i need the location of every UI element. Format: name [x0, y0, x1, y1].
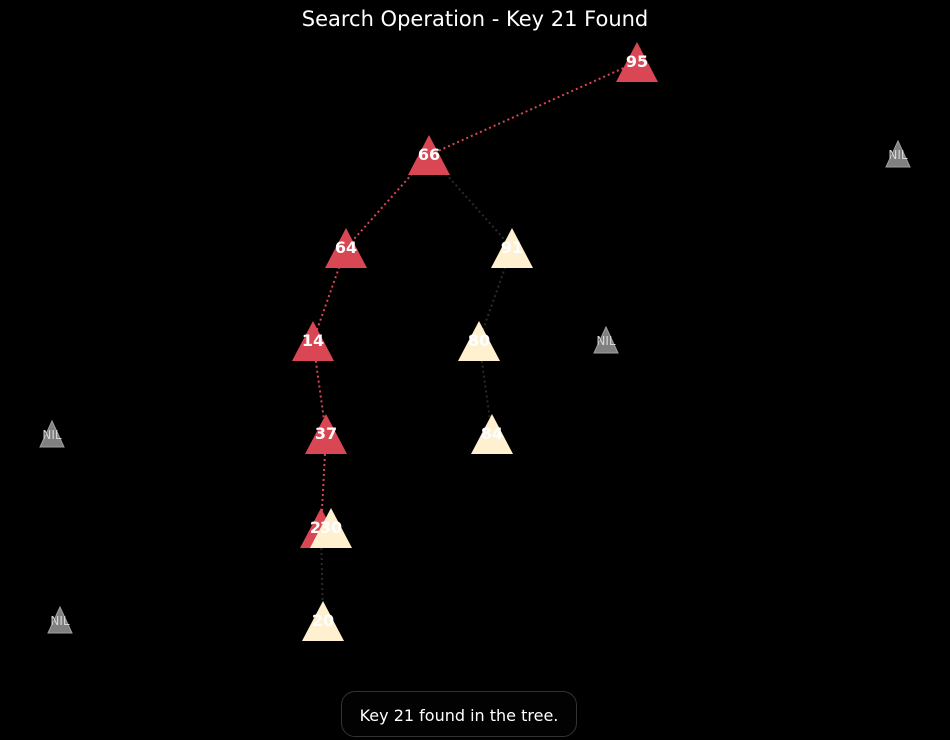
tree-node-91: 91	[491, 228, 533, 268]
node-shape	[302, 601, 344, 641]
nil-node: NIL	[47, 605, 73, 634]
nil-node-label: NIL	[596, 334, 616, 348]
node-shape	[616, 42, 658, 82]
nil-node-label: NIL	[50, 614, 70, 628]
node-shape	[310, 508, 352, 548]
tree-node-64: 64	[325, 228, 367, 268]
nil-node-shape	[593, 325, 619, 354]
node-label: 64	[335, 238, 357, 257]
tree-node-66: 66	[408, 135, 450, 175]
nil-node-shape	[47, 605, 73, 634]
node-shape	[408, 135, 450, 175]
tree-node-95: 95	[616, 42, 658, 82]
nil-node-shape	[885, 139, 911, 168]
node-shape	[491, 228, 533, 268]
nil-node-label: NIL	[42, 428, 62, 442]
nodes-layer: NILNILNILNIL9566649114803784213020	[39, 42, 911, 641]
node-label: 30	[320, 518, 342, 537]
node-label: 14	[302, 331, 324, 350]
node-shape	[292, 321, 334, 361]
nil-node: NIL	[885, 139, 911, 168]
node-label: 37	[315, 424, 337, 443]
node-label: 80	[468, 331, 490, 350]
node-shape	[305, 414, 347, 454]
tree-node-84: 84	[471, 414, 513, 454]
nil-node-label: NIL	[888, 148, 908, 162]
node-label: 20	[312, 611, 334, 630]
node-label: 84	[481, 424, 503, 443]
status-message: Key 21 found in the tree.	[341, 691, 577, 737]
tree-node-30: 30	[310, 508, 352, 548]
node-shape	[325, 228, 367, 268]
node-shape	[458, 321, 500, 361]
node-label: 91	[501, 238, 523, 257]
nil-node: NIL	[593, 325, 619, 354]
node-label: 66	[418, 145, 440, 164]
tree-node-37: 37	[305, 414, 347, 454]
diagram-title: Search Operation - Key 21 Found	[302, 7, 649, 31]
edge-n95-n66	[428, 61, 638, 156]
tree-node-14: 14	[292, 321, 334, 361]
nil-node: NIL	[39, 419, 65, 448]
tree-node-20: 20	[302, 601, 344, 641]
nil-node-shape	[39, 419, 65, 448]
tree-node-80: 80	[458, 321, 500, 361]
node-shape	[471, 414, 513, 454]
node-label: 95	[626, 52, 648, 71]
